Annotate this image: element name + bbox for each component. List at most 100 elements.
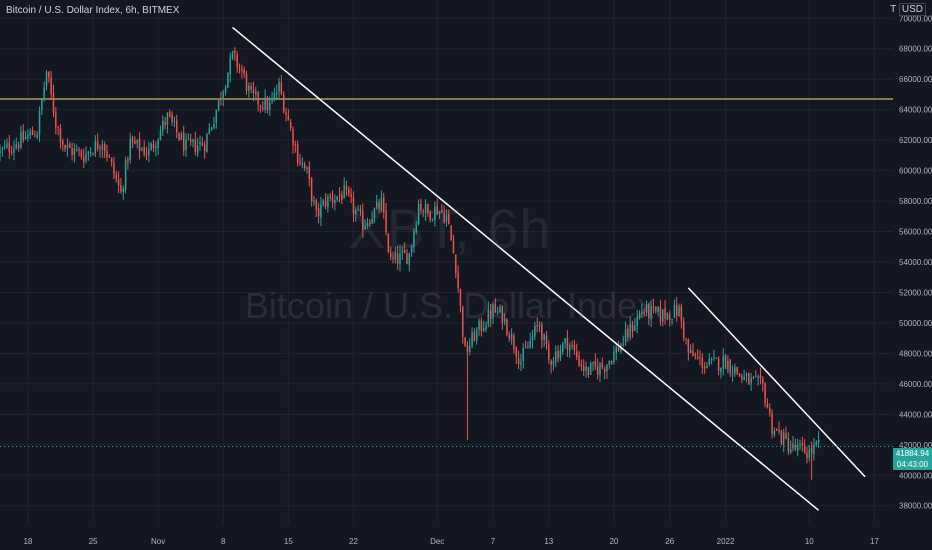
candle-body: [294, 144, 297, 146]
candle-body: [243, 69, 245, 74]
candle-body: [264, 97, 266, 110]
candle-body: [538, 324, 541, 327]
chart-title: Bitcoin / U.S. Dollar Index, 6h, BITMEX: [6, 5, 180, 16]
candle-body: [359, 209, 362, 212]
candle-body: [334, 200, 336, 204]
last-price-value: 41884.94: [895, 449, 930, 458]
candle-body: [280, 83, 283, 95]
candle-body: [385, 210, 387, 233]
candles: [0, 47, 820, 480]
candle-body: [227, 72, 229, 88]
candle-body: [799, 444, 801, 446]
candle-body: [108, 156, 111, 158]
candle-body: [187, 138, 190, 140]
candle-body: [152, 143, 155, 148]
candle-body: [782, 432, 785, 445]
candle-body: [764, 383, 766, 404]
candle-body: [299, 161, 301, 164]
candle-body: [175, 120, 178, 133]
candle-body: [792, 443, 794, 449]
candle-body: [434, 206, 436, 220]
price-tick-label: 48000.00: [899, 349, 932, 358]
candle-body: [582, 366, 585, 371]
candle-body: [550, 361, 552, 366]
price-tick-label: 58000.00: [899, 197, 932, 206]
price-tick-label: 52000.00: [899, 288, 932, 297]
candle-body: [673, 304, 676, 318]
candle-body: [24, 137, 27, 139]
candle-body: [457, 272, 459, 289]
candle-body: [1, 147, 4, 150]
candle-body: [713, 356, 715, 358]
candle-body: [245, 73, 248, 91]
candle-body: [222, 91, 224, 100]
candle-body: [657, 306, 659, 313]
candle-body: [375, 201, 378, 208]
candle-body: [22, 131, 25, 141]
candle-body: [259, 105, 262, 107]
candle-body: [131, 138, 134, 142]
candle-body: [452, 241, 455, 254]
candle-body: [203, 144, 206, 152]
candle-body: [357, 209, 359, 211]
candle-body: [475, 329, 478, 340]
price-tick-label: 60000.00: [899, 167, 932, 176]
candle-body: [606, 364, 608, 372]
candle-body: [210, 127, 213, 130]
candle-body: [685, 338, 687, 340]
candle-body: [796, 444, 799, 451]
candle-body: [650, 305, 652, 320]
scale-corner[interactable]: T USD: [890, 3, 926, 16]
price-axis: 38000.00 40000.00 42000.00 44000.00 46000.00…: [899, 14, 932, 510]
candle-body: [778, 429, 780, 432]
candle-body: [189, 139, 192, 142]
candle-body: [13, 148, 15, 153]
candle-body: [648, 304, 650, 318]
candle-body: [780, 430, 783, 444]
candle-body: [215, 109, 218, 123]
scale-label: T: [890, 4, 897, 15]
candle-body: [50, 77, 52, 95]
time-tick-label: 7: [491, 537, 496, 546]
candle-body: [466, 345, 469, 353]
time-tick-label: 8: [221, 537, 226, 546]
candle-body: [324, 200, 327, 207]
currency-badge[interactable]: USD: [898, 3, 926, 16]
candle-body: [722, 355, 724, 369]
candle-body: [348, 188, 350, 195]
candle-body: [469, 345, 471, 352]
candle-body: [322, 200, 324, 206]
candle-body: [103, 144, 106, 152]
candle-body: [787, 438, 790, 452]
candle-body: [655, 307, 657, 312]
candle-body: [96, 141, 99, 149]
time-tick-label: 10: [805, 537, 814, 546]
candle-body: [473, 332, 476, 342]
candle-body: [555, 351, 557, 362]
candle-body: [62, 140, 64, 145]
candle-body: [120, 185, 122, 192]
candle-body: [55, 112, 57, 128]
grid: [0, 0, 893, 524]
candle-body: [592, 362, 594, 364]
time-tick-label: 26: [665, 537, 674, 546]
candle-body: [464, 337, 466, 347]
candle-body: [743, 377, 745, 381]
candle-body: [180, 134, 183, 140]
time-tick-label: Nov: [151, 537, 165, 546]
candle-body: [82, 156, 85, 162]
candle-body: [389, 252, 392, 258]
price-tick-label: 44000.00: [899, 410, 932, 419]
candle-body: [378, 201, 380, 210]
candle-body: [282, 94, 285, 113]
candle-body: [573, 345, 576, 351]
time-axis: 18 25 Nov 8 15 22 Dec 7 13 20 26 2022 10 17: [23, 537, 879, 546]
candle-body: [669, 314, 671, 321]
candle-body: [341, 194, 343, 200]
time-tick-label: 17: [870, 537, 879, 546]
candle-body: [745, 374, 748, 376]
candle-body: [392, 257, 394, 259]
candle-body: [57, 126, 59, 128]
candle-body: [808, 449, 811, 458]
